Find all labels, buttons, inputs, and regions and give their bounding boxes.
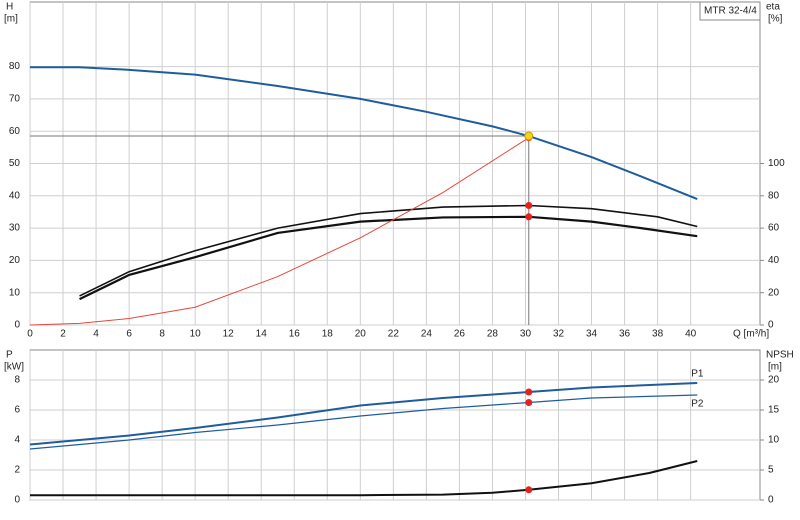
duty-point [524, 131, 534, 141]
plot-area [29, 349, 761, 501]
highlight-point [525, 486, 533, 494]
y-tick-label: 30 [9, 223, 21, 234]
x-tick-label: 40 [685, 329, 697, 340]
y-tick-label: 4 [14, 435, 20, 446]
x-tick-label: 22 [388, 329, 400, 340]
highlight-point [525, 399, 533, 406]
y-tick-label: 70 [9, 94, 21, 105]
series-label: P1 [691, 369, 704, 380]
y2-axis-unit: [%] [768, 14, 783, 25]
y-tick-label: 0 [14, 495, 20, 506]
y-tick-label: 6 [14, 405, 20, 416]
y2-tick-label: 0 [768, 320, 774, 331]
y2-tick-label: 10 [768, 435, 780, 446]
x-tick-label: 10 [190, 329, 202, 340]
y2-tick-label: 80 [768, 190, 780, 201]
y2-tick-label: 5 [768, 465, 774, 476]
y2-axis-unit: [m] [768, 362, 782, 373]
x-tick-label: 16 [289, 329, 301, 340]
highlight-point [525, 388, 533, 396]
y-tick-label: 20 [9, 255, 21, 266]
series-line [29, 394, 698, 450]
y2-tick-label: 20 [768, 287, 780, 298]
y-axis-label: H [6, 2, 13, 13]
x-tick-label: 4 [93, 329, 99, 340]
x-tick-label: 26 [454, 329, 466, 340]
x-tick-label: 24 [421, 329, 433, 340]
series-line [30, 66, 698, 200]
series-line [30, 460, 698, 497]
series-label: P2 [691, 399, 704, 410]
x-tick-label: 32 [553, 329, 565, 340]
x-axis-label: Q [m³/h] [733, 329, 769, 340]
x-tick-label: 38 [652, 329, 664, 340]
series-line [79, 215, 698, 301]
y-tick-label: 8 [14, 375, 20, 386]
y2-tick-label: 60 [768, 223, 780, 234]
y2-tick-label: 40 [768, 255, 780, 266]
y-tick-label: 2 [14, 465, 20, 476]
y2-tick-label: 0 [768, 495, 774, 506]
x-tick-label: 20 [355, 329, 367, 340]
series-line [79, 204, 698, 297]
x-tick-label: 14 [256, 329, 268, 340]
x-tick-label: 12 [223, 329, 235, 340]
y-axis-unit: [kW] [4, 362, 24, 373]
y-tick-label: 60 [9, 126, 21, 137]
y-tick-label: 10 [9, 287, 21, 298]
x-tick-label: 28 [487, 329, 499, 340]
x-tick-label: 30 [520, 329, 532, 340]
x-tick-label: 2 [60, 329, 66, 340]
x-tick-label: 34 [586, 329, 598, 340]
annotation: MTR 32-4/4 [704, 6, 757, 17]
y2-axis-label: NPSH [766, 350, 794, 361]
highlight-point [525, 213, 533, 221]
x-tick-label: 8 [159, 329, 165, 340]
series-line [29, 382, 698, 446]
y-axis-unit: [m] [4, 14, 18, 25]
x-tick-label: 6 [126, 329, 132, 340]
x-tick-label: 18 [322, 329, 334, 340]
y2-tick-label: 100 [768, 158, 785, 169]
y-tick-label: 50 [9, 158, 21, 169]
y-tick-label: 80 [9, 61, 21, 72]
y2-tick-label: 20 [768, 375, 780, 386]
x-tick-label: 36 [619, 329, 631, 340]
highlight-point [525, 201, 533, 209]
y2-tick-label: 15 [768, 405, 780, 416]
annotation-box [699, 1, 761, 21]
y2-axis-label: eta [766, 2, 780, 13]
y-tick-label: 40 [9, 190, 21, 201]
y-axis-label: P [6, 350, 13, 361]
y-tick-label: 0 [14, 320, 20, 331]
x-tick-label: 0 [27, 329, 33, 340]
series-line [29, 137, 530, 326]
